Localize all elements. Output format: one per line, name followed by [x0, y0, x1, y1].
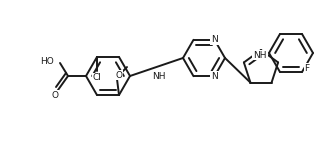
Text: NH: NH	[152, 71, 165, 81]
Text: N: N	[211, 72, 218, 81]
Text: O: O	[115, 71, 122, 80]
Text: F: F	[304, 63, 310, 73]
Text: Cl: Cl	[92, 73, 101, 82]
Text: N: N	[211, 35, 218, 44]
Text: NH: NH	[253, 50, 267, 59]
Text: O: O	[52, 90, 59, 99]
Text: HO: HO	[40, 57, 54, 66]
